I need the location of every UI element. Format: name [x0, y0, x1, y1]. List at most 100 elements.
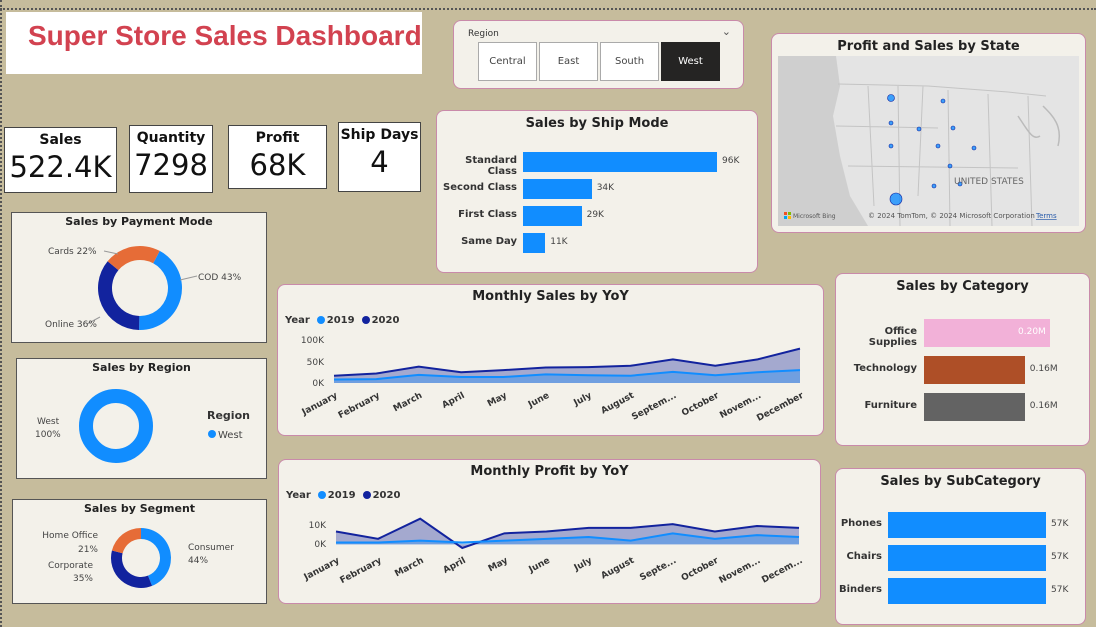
- legend-title: Year: [285, 315, 310, 326]
- x-tick-2: March: [392, 391, 424, 414]
- bar-2[interactable]: [888, 578, 1046, 604]
- slice-online[interactable]: [98, 261, 140, 330]
- x-tick-7: August: [600, 555, 637, 581]
- region-option-west[interactable]: West: [661, 42, 720, 81]
- kpi-shipdays-card[interactable]: Ship Days 4: [338, 122, 421, 192]
- great-lakes: [1017, 105, 1060, 147]
- x-tick-8: Septem...: [630, 391, 678, 423]
- bar-0[interactable]: [523, 152, 717, 172]
- kpi-quantity-card[interactable]: Quantity 7298: [129, 125, 213, 193]
- label-consumer-pct: 44%: [188, 556, 208, 566]
- x-tick-4: May: [487, 556, 510, 575]
- kpi-shipdays-value: 4: [370, 145, 389, 179]
- kpi-sales-card[interactable]: Sales 522.4K: [4, 127, 117, 193]
- kpi-profit-card[interactable]: Profit 68K: [228, 125, 327, 189]
- monthly-profit-panel[interactable]: Monthly Profit by YoY Year 2019 2020 10K…: [278, 459, 821, 604]
- bar-0[interactable]: [888, 512, 1046, 538]
- slice-west[interactable]: [79, 389, 153, 463]
- kpi-profit-label: Profit: [255, 130, 300, 146]
- slice-home-office[interactable]: [111, 528, 141, 554]
- subcategory-title: Sales by SubCategory: [880, 474, 1041, 489]
- x-tick-3: April: [441, 391, 467, 411]
- bar-1[interactable]: [523, 179, 592, 199]
- slice-cards[interactable]: [107, 246, 160, 271]
- map-bubble: [889, 192, 903, 206]
- x-tick-6: July: [571, 391, 593, 409]
- bar-label-2: Furniture: [864, 400, 917, 411]
- bar-value-1: 0.16M: [1029, 364, 1058, 374]
- bar-label-0: Office Supplies: [868, 326, 917, 348]
- payment-panel[interactable]: Sales by Payment Mode COD 43% Online 36% C…: [11, 212, 267, 343]
- region-slicer[interactable]: Region ⌄ Central East South West: [453, 20, 744, 89]
- bar-value-2: 0.16M: [1029, 401, 1058, 411]
- dashboard-title: Super Store Sales Dashboard: [28, 20, 422, 51]
- label-home-office-pct: 21%: [78, 545, 98, 555]
- ocean-area: [778, 56, 868, 226]
- map-panel[interactable]: Profit and Sales by State UNITED STATES …: [771, 33, 1086, 233]
- legend-2019: 2019: [326, 315, 355, 326]
- chevron-down-icon[interactable]: ⌄: [721, 25, 731, 38]
- shipmode-title: Sales by Ship Mode: [525, 116, 669, 131]
- bar-value-2: 57K: [1051, 585, 1069, 595]
- bar-0[interactable]: [924, 319, 1050, 347]
- category-panel[interactable]: Sales by Category Office Supplies 0.20M Te…: [835, 273, 1090, 446]
- region-panel[interactable]: Sales by Region West 100% Region West: [16, 358, 267, 479]
- payment-title: Sales by Payment Mode: [65, 215, 213, 228]
- map-country-label: UNITED STATES: [954, 177, 1024, 187]
- slice-consumer[interactable]: [141, 528, 172, 586]
- bar-value-0: 0.20M: [1018, 327, 1046, 337]
- segment-title: Sales by Segment: [83, 502, 196, 515]
- legend-2019: 2019: [327, 490, 356, 501]
- legend-2020: 2020: [372, 490, 401, 501]
- leader-line: [103, 250, 119, 255]
- bar-label-1: Technology: [853, 363, 917, 374]
- legend-title: Year: [286, 490, 311, 501]
- map-title: Profit and Sales by State: [837, 39, 1020, 54]
- region-option-south[interactable]: South: [600, 42, 659, 81]
- bar-2[interactable]: [924, 393, 1025, 421]
- shipmode-panel[interactable]: Sales by Ship Mode Standard Class 96K Seco…: [436, 110, 758, 273]
- x-tick-1: February: [339, 556, 384, 586]
- x-tick-10: Novem...: [718, 556, 763, 586]
- x-tick-11: Decem...: [760, 556, 804, 586]
- map-bubble: [947, 163, 953, 169]
- region-option-central[interactable]: Central: [478, 42, 537, 81]
- line-2019[interactable]: [336, 532, 800, 544]
- bar-label-2: First Class: [458, 209, 517, 220]
- bar-2[interactable]: [523, 206, 582, 226]
- bar-1[interactable]: [888, 545, 1046, 571]
- bar-3[interactable]: [523, 233, 546, 253]
- kpi-sales-value: 522.4K: [9, 150, 112, 184]
- us-map[interactable]: UNITED STATES Microsoft Bing © 2024 TomT…: [778, 56, 1079, 226]
- slice-corporate[interactable]: [111, 550, 153, 588]
- line-2020[interactable]: [333, 347, 801, 377]
- map-bubble: [916, 126, 922, 132]
- subcategory-panel[interactable]: Sales by SubCategory Phones 57K Chairs 57K B…: [835, 468, 1086, 625]
- payment-donut-chart[interactable]: COD 43% Online 36% Cards 22%: [12, 213, 268, 344]
- x-tick-5: June: [526, 391, 551, 411]
- segment-donut-chart[interactable]: Consumer 44% Corporate 35% Home Office 21%: [13, 500, 268, 605]
- monthly-sales-panel[interactable]: Monthly Sales by YoY Year 2019 2020 100K…: [277, 284, 824, 436]
- segment-panel[interactable]: Sales by Segment Consumer 44% Corporate 35%…: [12, 499, 267, 604]
- line-2020[interactable]: [335, 517, 800, 550]
- x-tick-8: Septe...: [638, 556, 678, 583]
- bar-label-3: Same Day: [461, 236, 517, 247]
- label-online: Online 36%: [45, 320, 97, 330]
- y-tick-0: 100K: [301, 336, 325, 346]
- label-home-office: Home Office: [42, 531, 98, 541]
- map-bubble: [931, 183, 937, 189]
- region-donut-chart[interactable]: West 100% Region West: [17, 359, 268, 480]
- map-terms-link: Terms: [1035, 212, 1057, 220]
- region-option-east[interactable]: East: [539, 42, 598, 81]
- line-2019[interactable]: [333, 369, 801, 381]
- slice-cod[interactable]: [139, 250, 182, 330]
- y-tick-1: 50K: [307, 358, 325, 368]
- label-west-pct: 100%: [35, 430, 61, 440]
- x-tick-3: April: [442, 556, 468, 576]
- bar-1[interactable]: [924, 356, 1025, 384]
- label-cards: Cards 22%: [48, 247, 97, 257]
- monthly-sales-title: Monthly Sales by YoY: [472, 289, 629, 304]
- state-borders: [835, 83, 1047, 226]
